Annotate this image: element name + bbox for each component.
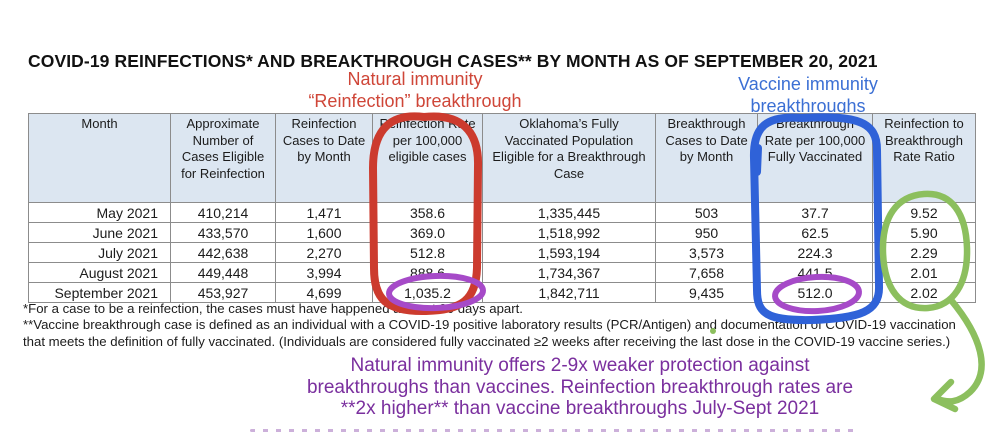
cell-reinfection-rate: 358.6 [372, 202, 483, 223]
natural-immunity-annotation: Natural immunity “Reinfection” breakthro… [275, 69, 555, 113]
footnote-reinfection-definition: *For a case to be a reinfection, the cas… [23, 301, 523, 316]
cell-reinfection-rate: 888.6 [372, 262, 483, 283]
cell-rate-ratio: 9.52 [872, 202, 976, 223]
cell-breakthrough-cases: 950 [655, 222, 758, 243]
cell-vaccinated-pop: 1,518,992 [482, 222, 656, 243]
cell-reinfection-cases: 4,699 [275, 282, 373, 303]
cell-vaccinated-pop: 1,734,367 [482, 262, 656, 283]
cell-breakthrough-rate: 441.5 [757, 262, 873, 283]
cell-breakthrough-rate: 62.5 [757, 222, 873, 243]
cell-breakthrough-cases: 3,573 [655, 242, 758, 263]
footnote-breakthrough-definition-line1: **Vaccine breakthrough case is defined a… [23, 317, 956, 333]
cell-reinfection-rate: 1,035.2 [372, 282, 483, 303]
col-header-eligible-cases: Approximate Number of Cases Eligible for… [170, 113, 276, 203]
cell-vaccinated-pop: 1,842,711 [482, 282, 656, 303]
footnote-breakthrough-definition-line2: that meets the definition of fully vacci… [23, 333, 951, 349]
cell-month: September 2021 [28, 282, 171, 303]
cell-vaccinated-pop: 1,335,445 [482, 202, 656, 223]
cell-eligible: 453,927 [170, 282, 276, 303]
cell-breakthrough-cases: 9,435 [655, 282, 758, 303]
cell-rate-ratio: 2.29 [872, 242, 976, 263]
col-header-vaccinated-population: Oklahoma’s Fully Vaccinated Population E… [482, 113, 656, 203]
cell-rate-ratio: 2.02 [872, 282, 976, 303]
reinfection-breakthrough-table: Month Approximate Number of Cases Eligib… [28, 113, 976, 303]
cell-breakthrough-rate: 512.0 [757, 282, 873, 303]
conclusion-annotation: Natural immunity offers 2-9x weaker prot… [220, 355, 940, 420]
natural-immunity-annotation-line1: Natural immunity [347, 69, 483, 89]
cell-month: June 2021 [28, 222, 171, 243]
col-header-breakthrough-cases: Breakthrough Cases to Date by Month [655, 113, 758, 203]
cell-vaccinated-pop: 1,593,194 [482, 242, 656, 263]
cell-reinfection-cases: 1,471 [275, 202, 373, 223]
vaccine-immunity-annotation-line2: breakthroughs [750, 95, 866, 116]
cell-rate-ratio: 5.90 [872, 222, 976, 243]
table-row-june: June 2021 433,570 1,600 369.0 1,518,992 … [28, 222, 976, 243]
col-header-reinfection-rate: Reinfection Rate per 100,000 eligible ca… [372, 113, 483, 203]
conclusion-annotation-line2: breakthroughs than vaccines. Reinfection… [306, 376, 854, 398]
col-header-breakthrough-rate: Breakthrough Rate per 100,000 Fully Vacc… [757, 113, 873, 203]
cell-breakthrough-cases: 7,658 [655, 262, 758, 283]
cell-reinfection-rate: 512.8 [372, 242, 483, 263]
cell-breakthrough-rate: 224.3 [757, 242, 873, 263]
cell-eligible: 433,570 [170, 222, 276, 243]
page-title: COVID-19 REINFECTIONS* AND BREAKTHROUGH … [28, 51, 878, 71]
cell-month: July 2021 [28, 242, 171, 263]
natural-immunity-annotation-line2: “Reinfection” breakthrough [308, 90, 522, 111]
cutoff-text-top [250, 429, 860, 432]
cell-reinfection-cases: 1,600 [275, 222, 373, 243]
cell-eligible: 410,214 [170, 202, 276, 223]
cell-eligible: 449,448 [170, 262, 276, 283]
conclusion-annotation-line3: **2x higher** than vaccine breakthroughs… [340, 398, 820, 419]
footnotes: *For a case to be a reinfection, the cas… [23, 301, 978, 350]
cell-eligible: 442,638 [170, 242, 276, 263]
table-header-row: Month Approximate Number of Cases Eligib… [28, 113, 976, 203]
conclusion-annotation-line1: Natural immunity offers 2-9x weaker prot… [350, 355, 810, 376]
cell-reinfection-rate: 369.0 [372, 222, 483, 243]
cell-reinfection-cases: 3,994 [275, 262, 373, 283]
cell-breakthrough-rate: 37.7 [757, 202, 873, 223]
cell-month: May 2021 [28, 202, 171, 223]
table-row-august: August 2021 449,448 3,994 888.6 1,734,36… [28, 262, 976, 283]
vaccine-immunity-annotation-line1: Vaccine immunity [738, 74, 878, 94]
cell-breakthrough-cases: 503 [655, 202, 758, 223]
table-row-may: May 2021 410,214 1,471 358.6 1,335,445 5… [28, 202, 976, 223]
vaccine-immunity-annotation: Vaccine immunity breakthroughs [698, 74, 918, 118]
col-header-reinfection-cases: Reinfection Cases to Date by Month [275, 113, 373, 203]
cell-reinfection-cases: 2,270 [275, 242, 373, 263]
col-header-rate-ratio: Reinfection to Breakthrough Rate Ratio [872, 113, 976, 203]
table-row-september: September 2021 453,927 4,699 1,035.2 1,8… [28, 282, 976, 303]
col-header-month: Month [28, 113, 171, 203]
cell-rate-ratio: 2.01 [872, 262, 976, 283]
table-row-july: July 2021 442,638 2,270 512.8 1,593,194 … [28, 242, 976, 263]
cell-month: August 2021 [28, 262, 171, 283]
